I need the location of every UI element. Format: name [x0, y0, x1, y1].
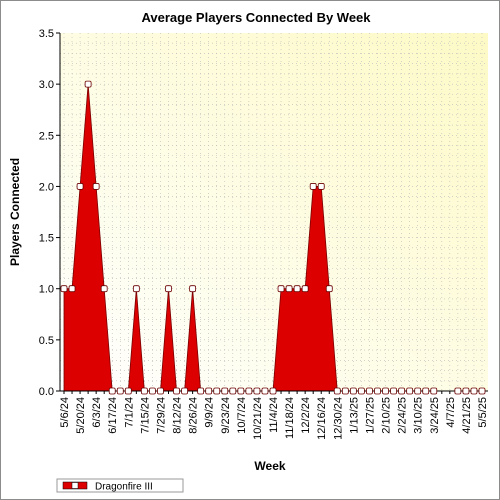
data-point [116, 387, 124, 395]
x-axis-label: Week [254, 459, 285, 473]
data-point [478, 387, 486, 395]
x-tick-label: 10/7/24 [236, 397, 248, 434]
data-point [132, 285, 140, 293]
data-point [245, 387, 253, 395]
x-tick-label: 3/10/25 [413, 397, 425, 434]
x-tick-label: 11/4/24 [268, 397, 280, 433]
legend: Dragonfire III [56, 478, 184, 493]
y-tick-label: 1.0 [39, 284, 54, 296]
data-point [454, 387, 462, 395]
data-point [237, 387, 245, 395]
data-point [366, 387, 373, 395]
data-point [414, 387, 422, 395]
data-point [76, 183, 84, 190]
x-tick-label: 6/17/24 [107, 397, 119, 434]
data-point [382, 387, 389, 395]
y-tick-label: 3.5 [39, 28, 54, 40]
data-point [349, 387, 357, 395]
data-point [293, 285, 301, 293]
x-tick-label: 7/29/24 [155, 397, 167, 434]
data-point [325, 285, 333, 293]
data-point [189, 285, 197, 293]
data-point [92, 183, 100, 190]
legend-label: Dragonfire III [95, 482, 153, 493]
data-point [181, 387, 188, 395]
data-point [358, 387, 365, 395]
data-point [165, 285, 172, 293]
data-point [124, 387, 132, 395]
data-point [173, 387, 180, 395]
data-point [213, 387, 221, 395]
data-point [269, 387, 277, 395]
y-tick-label: 2.5 [39, 130, 54, 142]
x-tick-label: 4/21/25 [461, 397, 473, 434]
data-point [140, 387, 148, 395]
y-tick-label: 0.0 [39, 386, 54, 398]
x-tick-label: 1/27/25 [364, 397, 376, 434]
legend-marker [71, 482, 79, 489]
data-point [149, 387, 156, 395]
x-tick-label: 6/3/24 [91, 397, 103, 428]
data-point [398, 387, 406, 395]
data-point [261, 387, 269, 395]
data-point [229, 387, 237, 395]
y-tick-label: 1.5 [39, 233, 54, 245]
data-point [253, 387, 261, 395]
data-markers [60, 80, 486, 395]
data-point [197, 387, 205, 395]
x-tick-label: 5/6/24 [59, 397, 71, 428]
x-tick-label: 10/21/24 [252, 397, 264, 440]
x-tick-label: 5/5/25 [477, 397, 489, 428]
data-point [422, 387, 430, 395]
data-point [462, 387, 470, 395]
data-point [60, 285, 68, 293]
data-point [374, 387, 381, 395]
data-point [285, 285, 293, 293]
data-point [430, 387, 438, 395]
data-point [221, 387, 229, 395]
x-tick-label: 8/26/24 [188, 397, 200, 434]
y-tick-label: 2.0 [39, 181, 54, 193]
x-tick-label: 5/20/24 [75, 397, 87, 434]
x-tick-label: 11/18/24 [284, 397, 296, 439]
data-point [333, 387, 341, 395]
y-tick-label: 3.0 [39, 79, 54, 91]
data-point [100, 285, 108, 293]
x-tick-label: 8/12/24 [172, 397, 184, 434]
legend-box [56, 478, 184, 493]
x-tick-label: 7/15/24 [139, 397, 151, 434]
x-tick-label: 9/9/24 [204, 397, 216, 428]
x-tick-label: 12/2/24 [300, 397, 312, 434]
x-tick-label: 2/10/25 [381, 397, 393, 434]
data-point [390, 387, 397, 395]
x-tick-label: 7/1/24 [123, 397, 135, 428]
chart-title: Average Players Connected By Week [141, 10, 371, 25]
grid [60, 33, 488, 391]
data-point [309, 183, 317, 190]
x-tick-label: 12/16/24 [316, 397, 328, 440]
y-axis-label: Players Connected [8, 158, 22, 266]
data-point [68, 285, 76, 293]
data-point [301, 285, 309, 293]
data-point [277, 285, 285, 293]
data-point [108, 387, 116, 395]
x-tick-label: 3/24/25 [429, 397, 441, 434]
data-point [341, 387, 349, 395]
x-tick-label: 12/30/24 [332, 397, 344, 440]
y-tick-label: 0.5 [39, 335, 54, 347]
data-point [406, 387, 414, 395]
tick-labels: 0.0 0.5 1.0 1.5 2.0 2.5 3.0 3.5 5/6/24 5/20/24 6/3… [39, 28, 489, 440]
data-point [157, 387, 164, 395]
data-point [470, 387, 478, 395]
data-point [84, 80, 92, 88]
x-tick-label: 4/7/25 [445, 397, 457, 428]
data-point [317, 183, 325, 190]
data-point [205, 387, 213, 395]
x-tick-label: 2/24/25 [397, 397, 409, 434]
x-tick-label: 1/13/25 [348, 397, 360, 434]
x-tick-label: 9/23/24 [220, 397, 232, 434]
plot-area [60, 33, 488, 391]
